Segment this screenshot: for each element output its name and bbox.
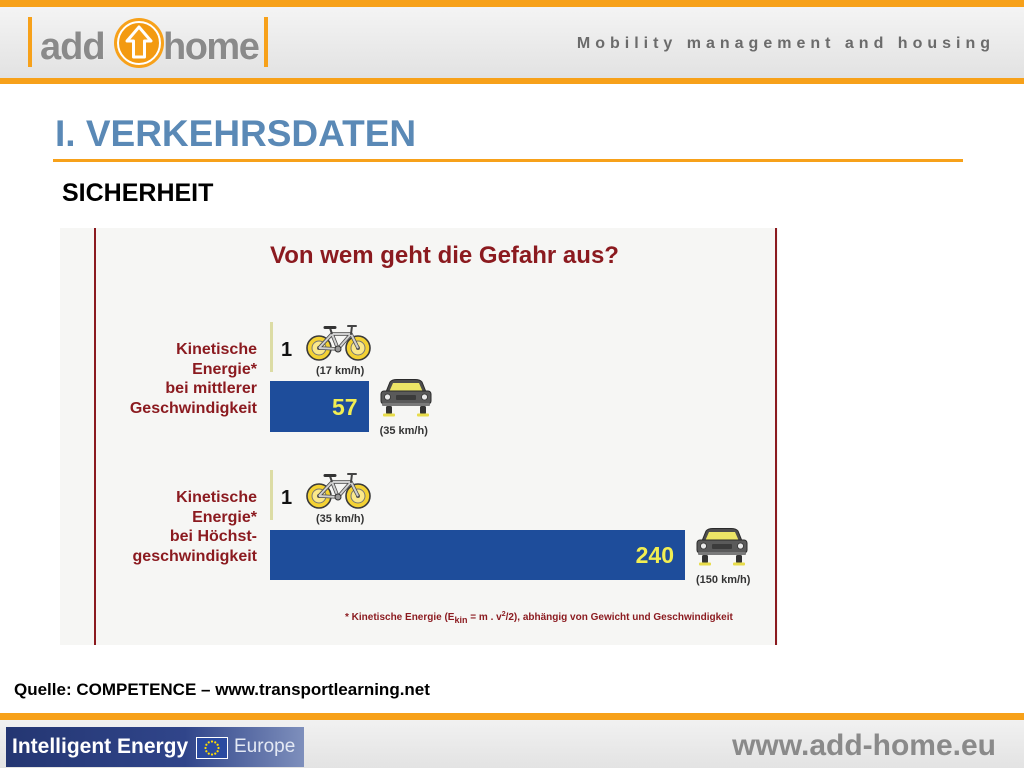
speed-label: (150 km/h) <box>696 574 751 586</box>
title-underline <box>53 159 963 162</box>
footer-accent-stripe <box>0 713 1024 720</box>
logo-text-add: add <box>40 26 106 68</box>
bar-car: 57 <box>270 381 369 432</box>
eu-flag-icon <box>196 737 228 759</box>
group-label-average-speed: Kinetische Energie* bei mittlerer Geschw… <box>70 340 257 418</box>
bar-value-label: 240 <box>635 542 674 568</box>
website-url: www.add-home.eu <box>732 729 996 762</box>
kinetic-energy-chart: Von wem geht die Gefahr aus? Kinetische … <box>60 228 778 645</box>
footnote-text: /2), abhängig von Gewicht und Geschwindi… <box>505 612 733 623</box>
footnote-text: * Kinetische Energie (E <box>345 612 455 623</box>
logo-divider-right <box>264 17 268 67</box>
header-tagline: Mobility management and housing <box>576 35 995 52</box>
bar-value-label: 57 <box>331 393 358 420</box>
bar-value-label: 1 <box>281 339 293 361</box>
bicycle-icon <box>305 322 372 362</box>
chart-left-rule <box>94 228 96 645</box>
bicycle-row-top-speed: 1 (35 km/h) <box>270 470 770 525</box>
footnote-text: = m . v <box>467 612 502 623</box>
source-credit: Quelle: COMPETENCE – www.transportlearni… <box>14 680 430 699</box>
group-label-line: geschwindigkeit <box>132 547 257 565</box>
car-icon <box>695 528 749 566</box>
group-label-line: Energie* <box>192 360 257 378</box>
group-label-line: Kinetische <box>176 341 257 358</box>
addhome-logo: add home <box>0 7 280 78</box>
footnote-superscript: 2 <box>501 611 506 618</box>
slide-title: I. VERKEHRSDATEN <box>55 113 417 154</box>
speed-label: (17 km/h) <box>316 365 365 377</box>
footnote-subscript: kin <box>454 615 468 625</box>
chart-title: Von wem geht die Gefahr aus? <box>270 242 619 269</box>
bicycle-row-average: 1 (17 km/h) <box>270 322 770 377</box>
header-accent-stripe <box>0 78 1024 84</box>
group-label-line: bei mittlerer <box>165 380 257 397</box>
program-logo-region: Europe <box>234 736 296 757</box>
bar-bicycle <box>270 322 273 372</box>
slide-header: add home Mobility management and housing <box>0 7 1024 78</box>
up-arrow-circle-icon <box>113 17 165 69</box>
group-label-line: bei Höchst- <box>169 528 257 545</box>
bicycle-icon <box>305 470 372 510</box>
intelligent-energy-europe-logo: Intelligent Energy <box>6 727 304 767</box>
bar-value-label: 1 <box>281 487 293 509</box>
top-accent-stripe <box>0 0 1024 7</box>
chart-footnote: * Kinetische Energie (Ekin = m . v2/2), … <box>345 611 733 625</box>
speed-label: (35 km/h) <box>316 513 365 525</box>
program-logo-text: Intelligent Energy <box>12 735 189 758</box>
logo-text-home: home <box>163 26 260 68</box>
bar-bicycle <box>270 470 273 520</box>
logo-divider-left <box>28 17 32 67</box>
car-icon <box>379 379 433 417</box>
chart-right-rule <box>775 228 777 645</box>
section-heading: SICHERHEIT <box>62 179 214 207</box>
car-row-average: 57 (35 km/h) <box>270 379 770 437</box>
bar-car: 240 <box>270 530 685 580</box>
speed-label: (35 km/h) <box>379 425 428 437</box>
group-label-line: Kinetische <box>176 489 257 506</box>
group-label-line: Energie* <box>192 508 257 526</box>
slide-footer: Intelligent Energy <box>0 720 1024 768</box>
group-label-line: Geschwindigkeit <box>129 399 257 417</box>
group-label-top-speed: Kinetische Energie* bei Höchst- geschwin… <box>70 488 257 566</box>
car-row-top-speed: 240 (150 km/h) <box>270 528 770 586</box>
